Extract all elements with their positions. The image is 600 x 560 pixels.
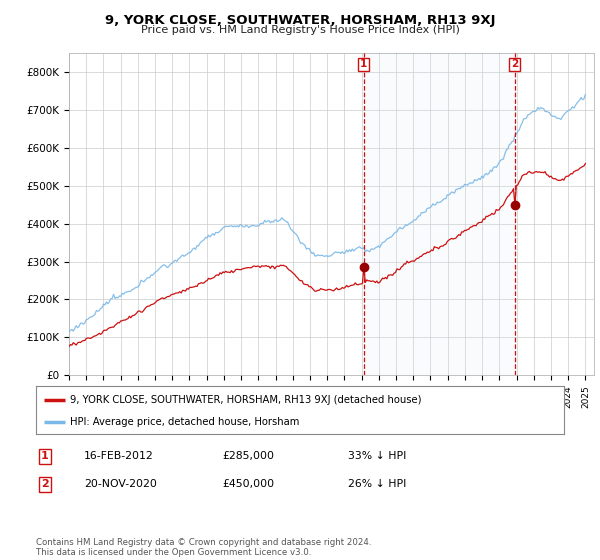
Text: 2: 2 — [511, 59, 518, 69]
Text: HPI: Average price, detached house, Horsham: HPI: Average price, detached house, Hors… — [70, 417, 299, 427]
Text: 26% ↓ HPI: 26% ↓ HPI — [348, 479, 406, 489]
Text: 2: 2 — [41, 479, 49, 489]
Text: 1: 1 — [360, 59, 368, 69]
Text: £285,000: £285,000 — [222, 451, 274, 461]
Text: 33% ↓ HPI: 33% ↓ HPI — [348, 451, 406, 461]
Text: Price paid vs. HM Land Registry's House Price Index (HPI): Price paid vs. HM Land Registry's House … — [140, 25, 460, 35]
Text: Contains HM Land Registry data © Crown copyright and database right 2024.
This d: Contains HM Land Registry data © Crown c… — [36, 538, 371, 557]
Text: 9, YORK CLOSE, SOUTHWATER, HORSHAM, RH13 9XJ: 9, YORK CLOSE, SOUTHWATER, HORSHAM, RH13… — [105, 14, 495, 27]
Text: 20-NOV-2020: 20-NOV-2020 — [84, 479, 157, 489]
Bar — [364, 53, 515, 375]
Text: 16-FEB-2012: 16-FEB-2012 — [84, 451, 154, 461]
Text: £450,000: £450,000 — [222, 479, 274, 489]
Text: 9, YORK CLOSE, SOUTHWATER, HORSHAM, RH13 9XJ (detached house): 9, YORK CLOSE, SOUTHWATER, HORSHAM, RH13… — [70, 395, 422, 405]
Text: 1: 1 — [41, 451, 49, 461]
